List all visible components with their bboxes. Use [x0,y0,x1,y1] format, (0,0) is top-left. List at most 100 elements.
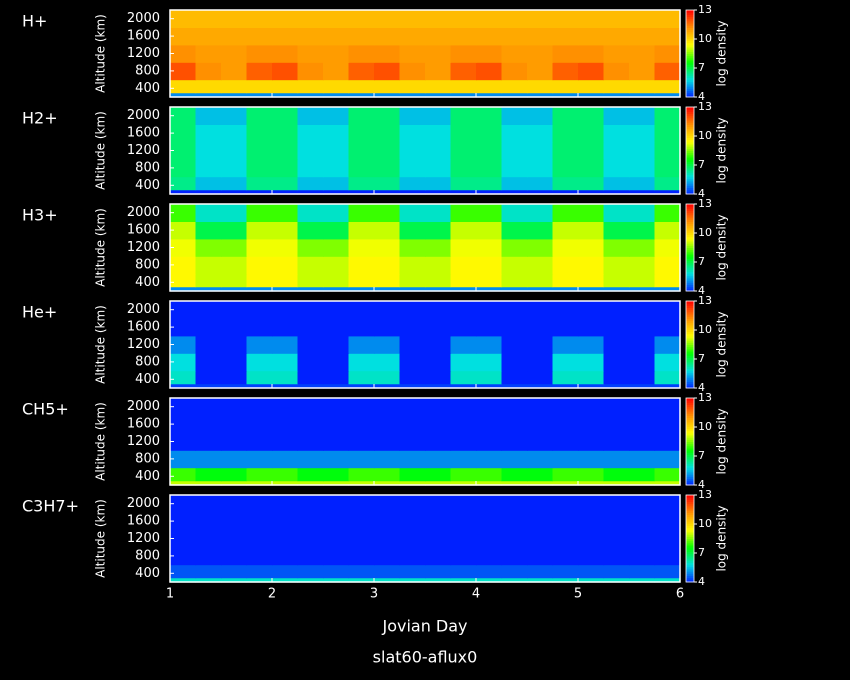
heat-cell [654,176,681,191]
colorbar-segment [686,314,694,317]
heat-cell [501,301,528,319]
heat-cell [374,547,401,566]
heat-cell [348,256,375,275]
heat-cell [629,238,656,257]
heat-cell [297,529,324,548]
colorbar-segment [686,571,694,574]
heat-cell [246,92,273,98]
heat-cell [450,432,477,451]
colorbar-segment [686,417,694,421]
heat-cell [578,467,605,482]
heat-cell [476,529,503,548]
heat-cell [552,10,579,28]
colorbar-segment [686,219,694,222]
heat-cell [501,564,528,579]
heat-cell [629,450,656,469]
colorbar-segment [686,264,694,268]
heat-cell [297,335,324,354]
heat-cell [323,415,350,434]
colorbar-segment [686,463,694,466]
heat-cell [527,256,554,275]
heat-cell [450,286,477,292]
colorbar-segment [686,307,694,311]
heat-cell [221,256,248,275]
heat-cell [323,353,350,372]
colorbar-segment [686,178,694,182]
heat-cell [246,318,273,337]
heat-cell [348,238,375,257]
heat-cell [629,398,656,416]
colorbar-segment [686,20,694,24]
heat-cell [425,107,452,125]
heat-cell [195,159,222,178]
heat-cell [374,238,401,257]
colorbar-segment [686,448,694,451]
colorbar-segment [686,311,694,315]
colorbar-segment [686,335,694,339]
colorbar-segment [686,172,694,175]
colorbar-label: log density [715,117,729,183]
heat-cell [501,176,528,191]
heat-cell [374,221,401,240]
heat-cell [348,383,375,389]
heat-cell [654,480,681,486]
colorbar-segment [686,62,694,65]
heat-cell [170,547,197,566]
colorbar-segment [686,575,694,579]
heat-cell [603,92,630,98]
heat-cell [527,432,554,451]
heat-cell [221,383,248,389]
colorbar-segment [686,221,694,225]
colorbar-segment [686,44,694,48]
heat-cell [527,159,554,178]
heat-cell [552,335,579,354]
heat-cell [246,107,273,125]
colorbar-segment [686,430,694,434]
colorbar-segment [686,415,694,419]
heat-cell [654,512,681,531]
colorbar-segment [686,23,694,26]
colorbar-segment [686,348,694,352]
heat-cell [221,512,248,531]
heat-cell [552,450,579,469]
colorbar-segment [686,333,694,337]
heat-cell [603,107,630,125]
heat-cell [399,398,426,416]
heat-cell [629,335,656,354]
colorbar-segment [686,284,694,288]
heat-cell [629,141,656,160]
colorbar-tick-label: 13 [698,100,712,113]
colorbar-segment [686,402,694,406]
colorbar-segment [686,503,694,507]
colorbar-segment [686,154,694,158]
heat-cell [246,79,273,94]
heat-cell [221,221,248,240]
heat-cell [221,480,248,486]
colorbar-segment [686,60,694,63]
heat-cell [272,480,299,486]
heat-cell [578,450,605,469]
heat-cell [450,273,477,288]
heat-cell [654,286,681,292]
heat-cell [578,398,605,416]
heat-cell [527,27,554,46]
heat-cell [195,450,222,469]
heat-cell [246,577,273,583]
heat-cell [399,221,426,240]
colorbar-segment [686,553,694,557]
heat-cell [399,256,426,275]
colorbar-segment [686,536,694,539]
heat-cell [246,495,273,513]
heat-cell [246,273,273,288]
heat-cell [195,353,222,372]
heat-cell [629,44,656,63]
colorbar-segment [686,374,694,378]
y-tick-label: 2000 [127,496,160,511]
colorbar-segment [686,331,694,335]
colorbar-segment [686,320,694,324]
heat-cell [323,10,350,28]
heat-cell [297,10,324,28]
heat-cell [374,353,401,372]
colorbar-segment [686,159,694,162]
heat-cell [246,335,273,354]
